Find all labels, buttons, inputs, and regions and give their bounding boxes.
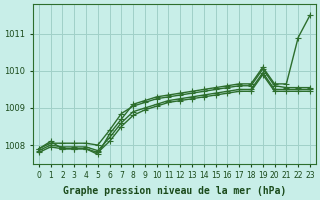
X-axis label: Graphe pression niveau de la mer (hPa): Graphe pression niveau de la mer (hPa)	[63, 186, 286, 196]
